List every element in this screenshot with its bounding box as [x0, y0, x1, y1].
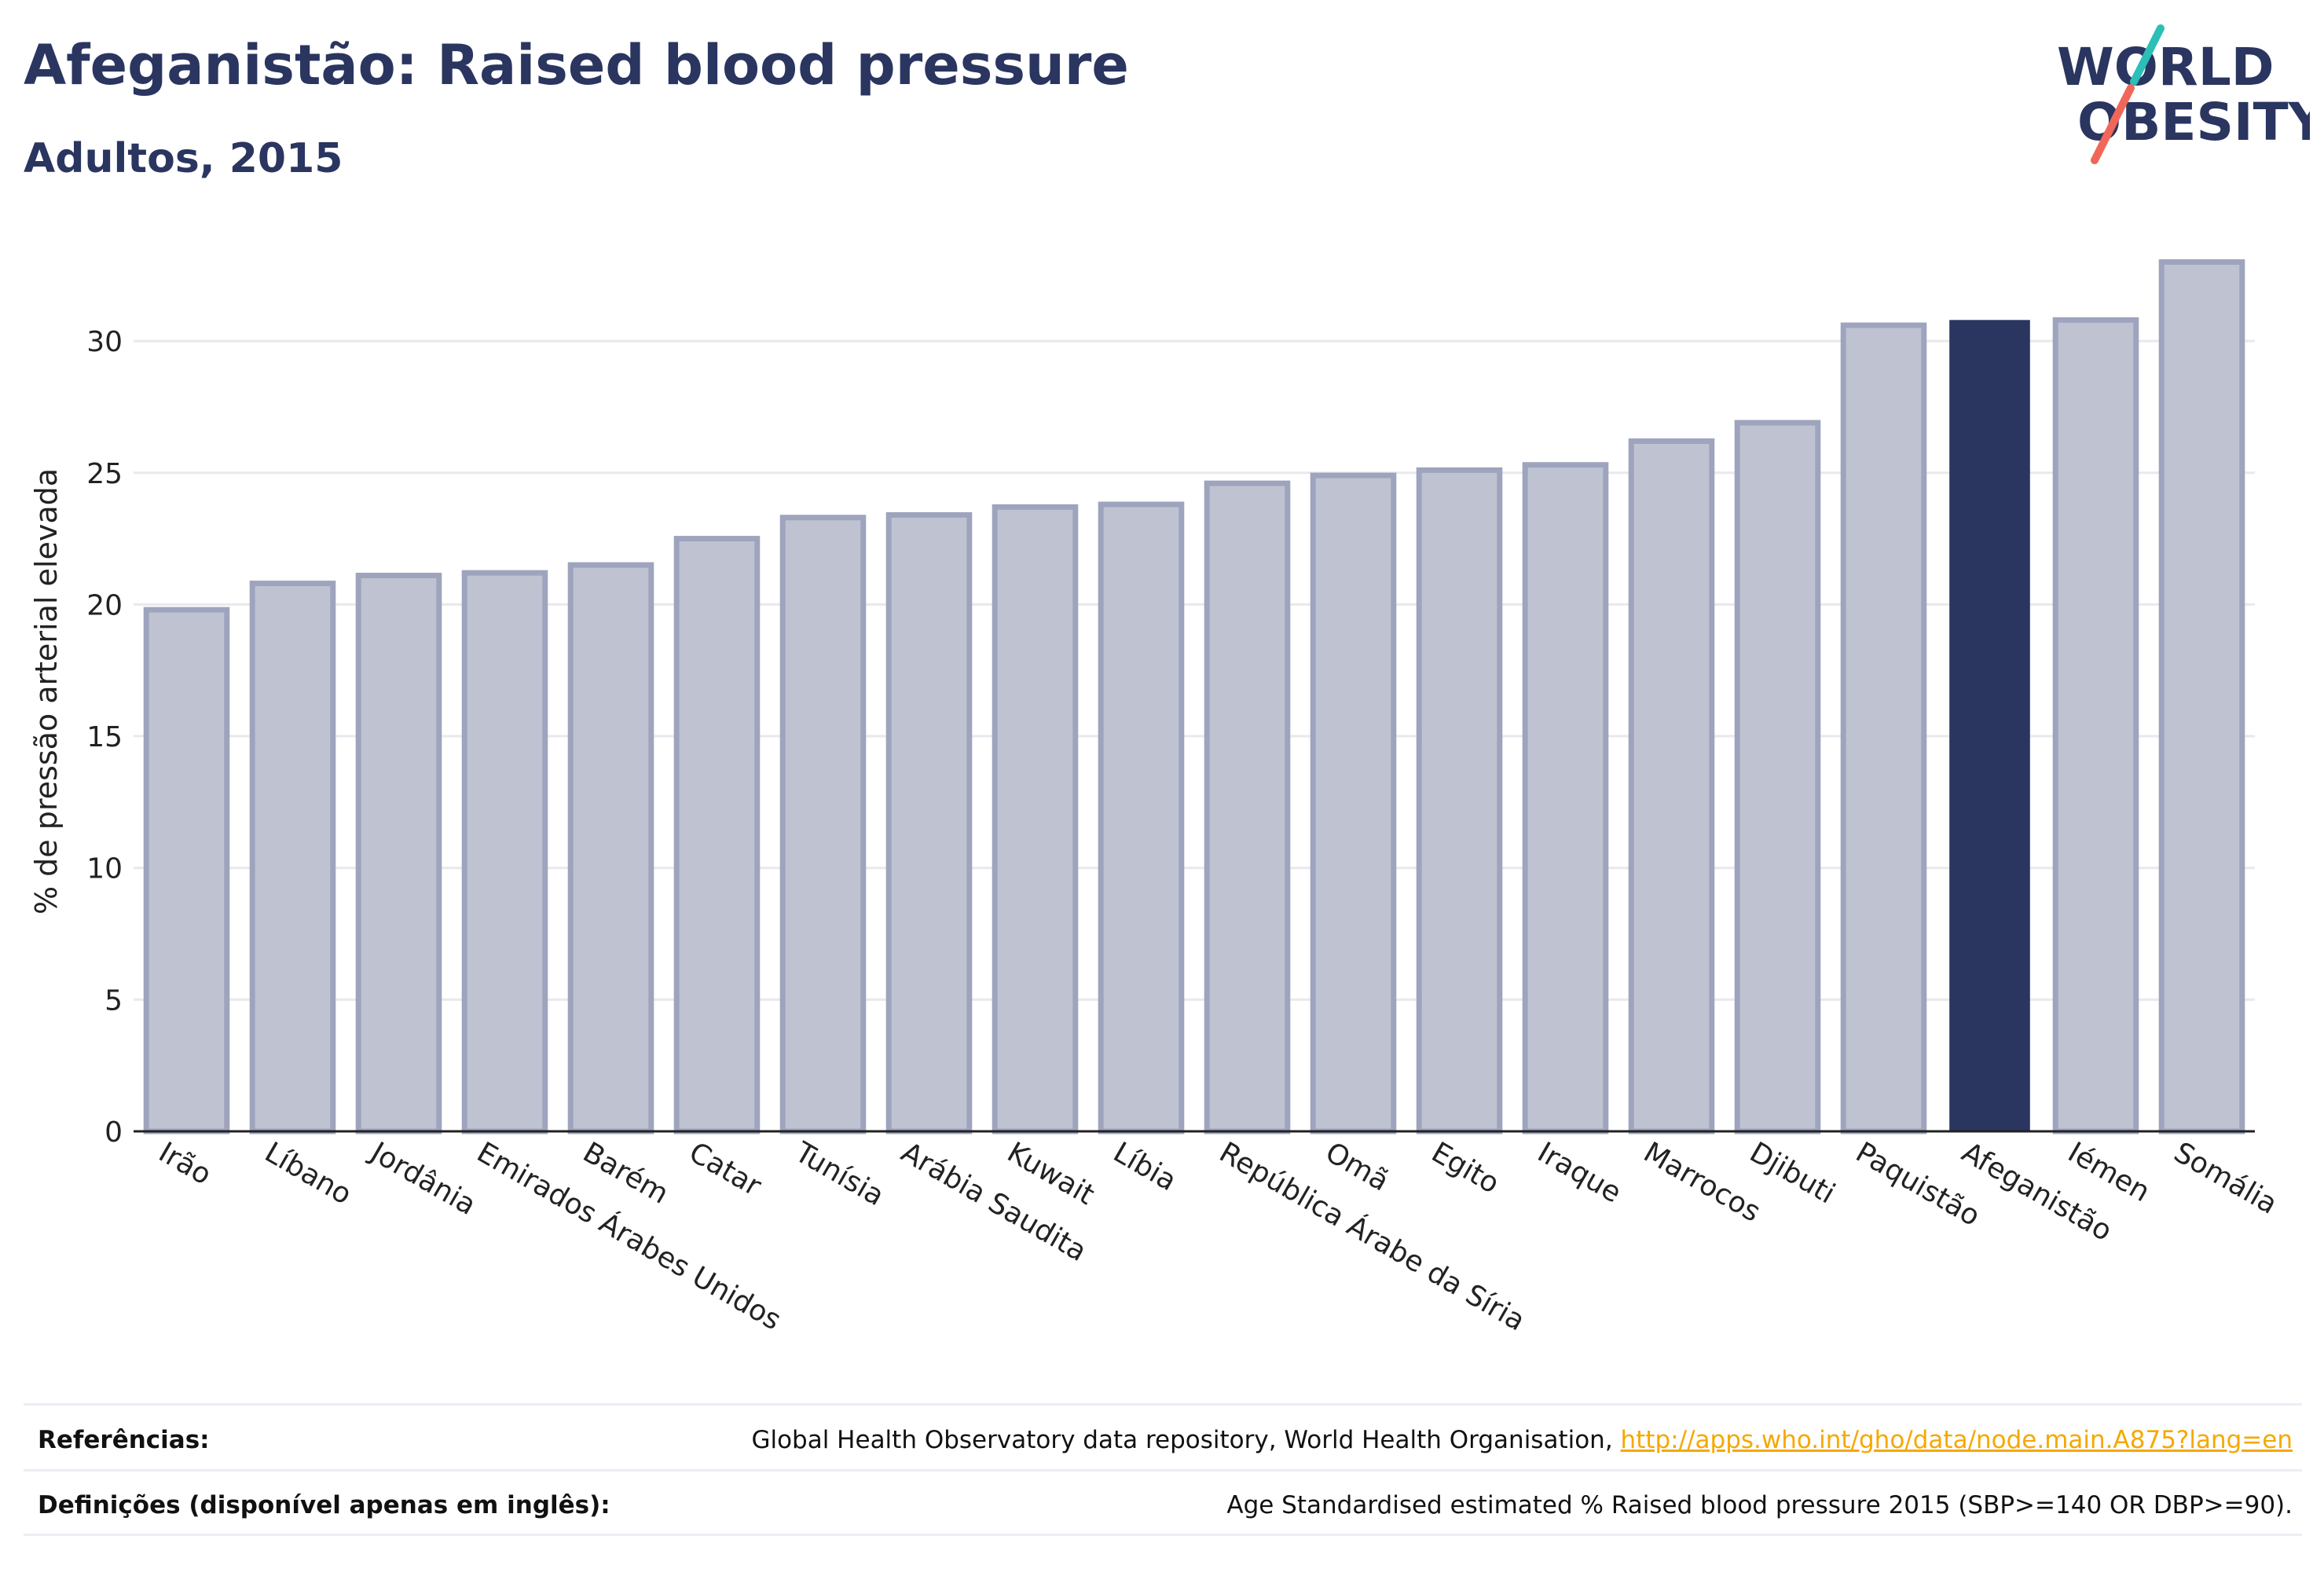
- chart-subtitle: Adultos, 2015: [24, 135, 343, 182]
- bar-15: [1734, 420, 1821, 1134]
- footer-divider-bottom: [24, 1534, 2302, 1536]
- logo-line1: WORLD: [2057, 37, 2275, 97]
- x-tick-label: Tunísia: [789, 1136, 889, 1212]
- x-tick-label: Catar: [684, 1136, 767, 1203]
- bar-18: [2052, 317, 2139, 1134]
- bar-11: [1310, 472, 1397, 1134]
- bar-1: [249, 581, 336, 1134]
- logo-slash-red: [2091, 84, 2135, 164]
- bar-14: [1628, 438, 1715, 1134]
- references-source: Global Health Observatory data repositor…: [751, 1426, 1621, 1454]
- references-link[interactable]: http://apps.who.int/gho/data/node.main.A…: [1620, 1426, 2293, 1454]
- x-tick-label: Egito: [1426, 1136, 1505, 1200]
- y-tick-label: 20: [86, 589, 123, 621]
- chart-title: Afeganistão: Raised blood pressure: [24, 33, 1129, 97]
- bar-2: [355, 573, 442, 1134]
- y-tick-label: 0: [104, 1116, 123, 1149]
- bar-3: [461, 570, 548, 1134]
- bar-8: [992, 504, 1079, 1134]
- x-tick-label: Arábia Saudita: [896, 1136, 1092, 1268]
- x-tick-label: Jordânia: [364, 1135, 481, 1222]
- x-tick-label: Líbano: [259, 1136, 357, 1211]
- bar-7: [885, 511, 973, 1134]
- bar-17: [1949, 320, 2030, 1131]
- bar-9: [1098, 501, 1185, 1134]
- logo-slash-teal: [2130, 24, 2165, 86]
- y-tick-label: 15: [86, 721, 123, 753]
- bar-19: [2158, 259, 2245, 1134]
- grid-layer: [134, 339, 2255, 1001]
- bar-12: [1416, 467, 1503, 1134]
- y-tick-label: 10: [86, 853, 123, 885]
- x-tick-label: Omã: [1320, 1136, 1395, 1197]
- bar-16: [1840, 322, 1927, 1134]
- x-tick-label: Iraque: [1532, 1136, 1626, 1209]
- bar-13: [1522, 462, 1609, 1134]
- y-tick-label: 30: [86, 326, 123, 358]
- bar-layer: [143, 259, 2245, 1134]
- bar-0: [143, 607, 230, 1134]
- definitions-text: Age Standardised estimated % Raised bloo…: [1226, 1491, 2293, 1519]
- bar-5: [673, 536, 761, 1134]
- x-tick-label: Líbia: [1108, 1136, 1182, 1197]
- x-tick-label: Somália: [2168, 1136, 2282, 1221]
- bar-4: [567, 562, 654, 1134]
- references-label: Referências:: [38, 1426, 210, 1454]
- footer-divider-middle: [24, 1469, 2302, 1472]
- bar-10: [1204, 480, 1291, 1134]
- y-tick-label: 5: [104, 984, 123, 1017]
- references-text: Global Health Observatory data repositor…: [751, 1426, 2293, 1454]
- y-tick-label: 25: [86, 458, 123, 490]
- definitions-label: Definições (disponível apenas em inglês)…: [38, 1491, 610, 1519]
- world-obesity-logo: WORLD OBESITY: [2057, 24, 2310, 164]
- x-tick-label: Irão: [153, 1136, 217, 1191]
- y-axis-label: % de pressão arterial elevada: [29, 468, 64, 914]
- bar-6: [779, 515, 867, 1134]
- footer-divider-top: [24, 1403, 2302, 1406]
- x-tick-label: Marrocos: [1638, 1136, 1765, 1228]
